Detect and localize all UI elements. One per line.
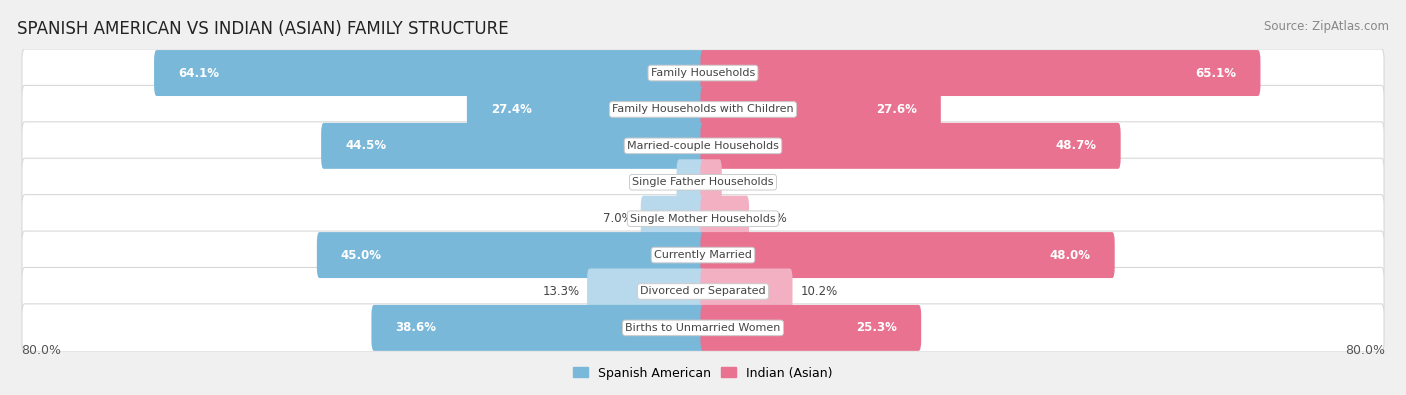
FancyBboxPatch shape [22,158,1384,206]
Text: 13.3%: 13.3% [543,285,579,298]
Text: 27.6%: 27.6% [876,103,917,116]
FancyBboxPatch shape [700,159,721,205]
Text: Divorced or Separated: Divorced or Separated [640,286,766,297]
Text: 44.5%: 44.5% [344,139,387,152]
FancyBboxPatch shape [316,232,706,278]
FancyBboxPatch shape [676,159,706,205]
FancyBboxPatch shape [22,195,1384,243]
FancyBboxPatch shape [700,305,921,351]
Text: 5.1%: 5.1% [756,212,786,225]
FancyBboxPatch shape [155,50,706,96]
Text: Births to Unmarried Women: Births to Unmarried Women [626,323,780,333]
FancyBboxPatch shape [588,269,706,314]
FancyBboxPatch shape [22,267,1384,316]
Text: 64.1%: 64.1% [179,66,219,79]
Text: 7.0%: 7.0% [603,212,633,225]
Text: 2.8%: 2.8% [640,176,669,189]
FancyBboxPatch shape [22,85,1384,134]
Text: 10.2%: 10.2% [800,285,838,298]
Text: Single Father Households: Single Father Households [633,177,773,187]
Text: 80.0%: 80.0% [1346,344,1385,357]
FancyBboxPatch shape [641,196,706,242]
FancyBboxPatch shape [22,304,1384,352]
Text: Family Households: Family Households [651,68,755,78]
Text: Single Mother Households: Single Mother Households [630,214,776,224]
Text: Currently Married: Currently Married [654,250,752,260]
Text: Married-couple Households: Married-couple Households [627,141,779,151]
FancyBboxPatch shape [700,232,1115,278]
Text: 80.0%: 80.0% [21,344,60,357]
Text: 38.6%: 38.6% [395,322,436,335]
Text: 48.0%: 48.0% [1050,248,1091,261]
FancyBboxPatch shape [22,122,1384,170]
FancyBboxPatch shape [700,123,1121,169]
FancyBboxPatch shape [700,196,749,242]
FancyBboxPatch shape [467,87,706,132]
FancyBboxPatch shape [371,305,706,351]
Text: SPANISH AMERICAN VS INDIAN (ASIAN) FAMILY STRUCTURE: SPANISH AMERICAN VS INDIAN (ASIAN) FAMIL… [17,20,509,38]
FancyBboxPatch shape [321,123,706,169]
FancyBboxPatch shape [22,49,1384,97]
Text: 27.4%: 27.4% [491,103,531,116]
Text: 45.0%: 45.0% [340,248,382,261]
FancyBboxPatch shape [700,50,1260,96]
Text: 1.9%: 1.9% [730,176,759,189]
Text: 65.1%: 65.1% [1195,66,1237,79]
FancyBboxPatch shape [22,231,1384,279]
FancyBboxPatch shape [700,269,793,314]
Text: Family Households with Children: Family Households with Children [612,104,794,115]
Text: Source: ZipAtlas.com: Source: ZipAtlas.com [1264,20,1389,33]
Text: 48.7%: 48.7% [1056,139,1097,152]
Text: 25.3%: 25.3% [856,322,897,335]
Legend: Spanish American, Indian (Asian): Spanish American, Indian (Asian) [568,361,838,385]
FancyBboxPatch shape [700,87,941,132]
